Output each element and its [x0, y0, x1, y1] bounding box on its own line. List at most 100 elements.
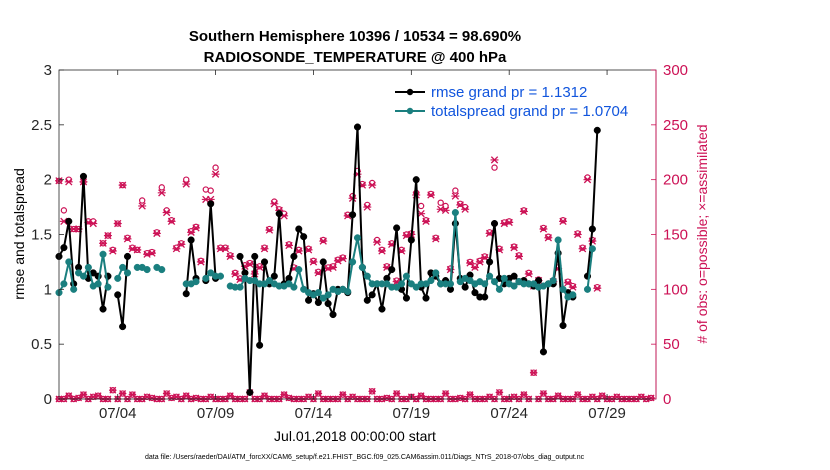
- obs-assimilated-point: [539, 225, 548, 233]
- obs-assimilated-point: [544, 234, 553, 242]
- chart-subtitle: RADIOSONDE_TEMPERATURE @ 400 hPa: [204, 49, 507, 66]
- obs-possible-point: [187, 228, 195, 235]
- x-tick-label: 07/24: [490, 405, 528, 422]
- totalspread-point: [500, 274, 508, 282]
- obs-low-assimilated-point: [109, 386, 117, 394]
- legend-rmse-marker: [406, 88, 414, 96]
- obs-assimilated-point: [505, 218, 514, 227]
- obs-possible-point: [574, 230, 581, 237]
- obs-possible-point: [579, 244, 586, 251]
- y-tick-label-left: 1.5: [31, 227, 52, 244]
- obs-assimilated-point: [559, 217, 568, 225]
- totalspread-point: [65, 258, 73, 266]
- rmse-point: [99, 305, 107, 313]
- obs-possible-point: [417, 202, 425, 210]
- obs-possible-point: [471, 263, 479, 270]
- rmse-point: [471, 289, 479, 297]
- obs-possible-point: [540, 224, 547, 232]
- x-tick-label: 07/19: [393, 405, 431, 422]
- rmse-point: [481, 293, 489, 301]
- totalspread-line: [58, 260, 75, 294]
- totalspread-point: [481, 280, 489, 288]
- totalspread-point: [353, 234, 362, 242]
- totalspread-point: [451, 209, 459, 217]
- rmse-point: [461, 283, 469, 291]
- obs-possible-point: [422, 217, 430, 224]
- totalspread-point: [495, 285, 503, 293]
- totalspread-point: [79, 272, 88, 280]
- rmse-point: [407, 236, 415, 244]
- obs-assimilated-point: [64, 178, 73, 186]
- obs-assimilated-point: [133, 246, 142, 254]
- rmse-point: [65, 217, 73, 225]
- obs-possible-point: [486, 229, 493, 236]
- rmse-point: [295, 225, 303, 233]
- obs-possible-point: [231, 269, 239, 277]
- obs-possible-point: [138, 197, 146, 204]
- obs-assimilated-point: [99, 239, 108, 247]
- totalspread-point: [456, 278, 464, 286]
- rmse-point: [305, 296, 313, 304]
- obs-assimilated-point: [177, 240, 186, 249]
- totalspread-point: [397, 280, 406, 288]
- rmse-point: [393, 224, 401, 232]
- obs-assimilated-point: [123, 235, 132, 243]
- obs-assimilated-point: [583, 176, 592, 184]
- obs-possible-point: [594, 283, 601, 291]
- obs-possible-point: [310, 257, 317, 265]
- obs-assimilated-point: [138, 202, 147, 210]
- obs-possible-point: [437, 199, 444, 206]
- totalspread-point: [216, 272, 225, 280]
- obs-possible-point: [173, 244, 180, 251]
- obs-low-assimilated-point: [539, 390, 548, 397]
- y-tick-label-left: 2: [44, 172, 52, 189]
- rmse-point: [486, 258, 494, 266]
- obs-assimilated-point: [568, 283, 577, 291]
- obs-assimilated-point: [167, 217, 176, 225]
- obs-possible-point: [256, 263, 263, 270]
- obs-assimilated-point: [245, 260, 254, 268]
- obs-possible-point: [427, 190, 435, 198]
- rmse-point: [79, 172, 88, 180]
- rmse-point: [510, 272, 518, 280]
- obs-possible-point: [246, 259, 254, 267]
- obs-assimilated-point: [519, 207, 528, 216]
- totalspread-line: [586, 248, 594, 290]
- rmse-point: [353, 123, 362, 131]
- obs-assimilated-point: [284, 241, 293, 250]
- obs-assimilated-point: [192, 224, 201, 232]
- obs-possible-point: [466, 258, 474, 266]
- obs-assimilated-point: [182, 180, 191, 188]
- totalspread-point: [446, 280, 455, 288]
- totalspread-point: [569, 291, 577, 299]
- rmse-point: [329, 311, 337, 319]
- obs-assimilated-point: [221, 245, 230, 253]
- rmse-point: [490, 219, 499, 228]
- totalspread-point: [549, 277, 557, 285]
- y-tick-label-right: 50: [663, 336, 680, 353]
- legend-spread-marker: [406, 107, 414, 115]
- y-axis-label-right: # of obs: o=possible; ×=assimilated: [694, 124, 710, 343]
- obs-possible-point: [569, 282, 577, 290]
- obs-low-assimilated-point: [314, 390, 323, 397]
- obs-possible-point: [124, 234, 131, 241]
- totalspread-point: [393, 283, 401, 291]
- totalspread-point: [251, 277, 259, 285]
- rmse-point: [119, 323, 127, 331]
- obs-assimilated-point: [147, 249, 156, 257]
- obs-assimilated-point: [441, 206, 450, 215]
- y-tick-label-right: 100: [663, 281, 688, 298]
- obs-assimilated-point: [480, 253, 489, 262]
- rmse-point: [539, 348, 548, 356]
- obs-possible-point: [491, 164, 498, 171]
- obs-possible-point: [212, 164, 219, 171]
- obs-assimilated-point: [329, 263, 338, 272]
- obs-low-assimilated-point: [392, 390, 401, 397]
- totalspread-point: [119, 263, 127, 271]
- x-tick-label: 07/29: [588, 405, 626, 422]
- rmse-point: [290, 252, 298, 260]
- legend-spread-label: totalspread grand pr = 1.0704: [431, 103, 628, 120]
- obs-assimilated-point: [152, 229, 161, 238]
- obs-possible-point: [285, 241, 293, 248]
